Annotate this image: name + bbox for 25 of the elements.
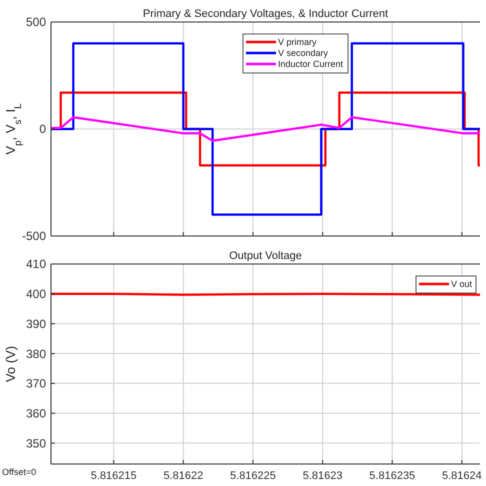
y-tick-label: 370: [26, 376, 46, 391]
legend-label: V out: [451, 279, 473, 290]
x-tick-label: 5.81623: [302, 470, 342, 482]
line-series: [51, 116, 480, 142]
y-tick-label: 390: [26, 316, 46, 331]
legend-label: V secondary: [278, 48, 329, 58]
legend-label: V primary: [278, 37, 318, 48]
legend-label: Inductor Current: [278, 59, 344, 70]
x-tick-label: 5.81624: [442, 470, 482, 482]
chart-title: Primary & Secondary Voltages, & Inductor Current: [142, 8, 388, 20]
x-tick-label: 5.816215: [90, 470, 137, 482]
y-axis-title: Vo (V): [3, 346, 18, 382]
x-tick-label: 5.816225: [230, 470, 276, 482]
y-tick-label: -500: [22, 229, 46, 244]
y-tick-label: 380: [26, 346, 46, 361]
y-tick-label: 360: [26, 406, 46, 420]
text: Offset=0: [2, 467, 36, 477]
y-tick-label: 400: [26, 287, 46, 302]
y-tick-label: 350: [26, 436, 46, 450]
y-tick-label: 0: [39, 122, 46, 136]
chart-title: Output Voltage: [229, 250, 302, 262]
y-tick-label: 500: [26, 15, 46, 30]
y-tick-label: 410: [26, 257, 46, 272]
x-tick-label: 5.81622: [163, 470, 204, 482]
x-tick-label: 5.816235: [369, 470, 416, 482]
